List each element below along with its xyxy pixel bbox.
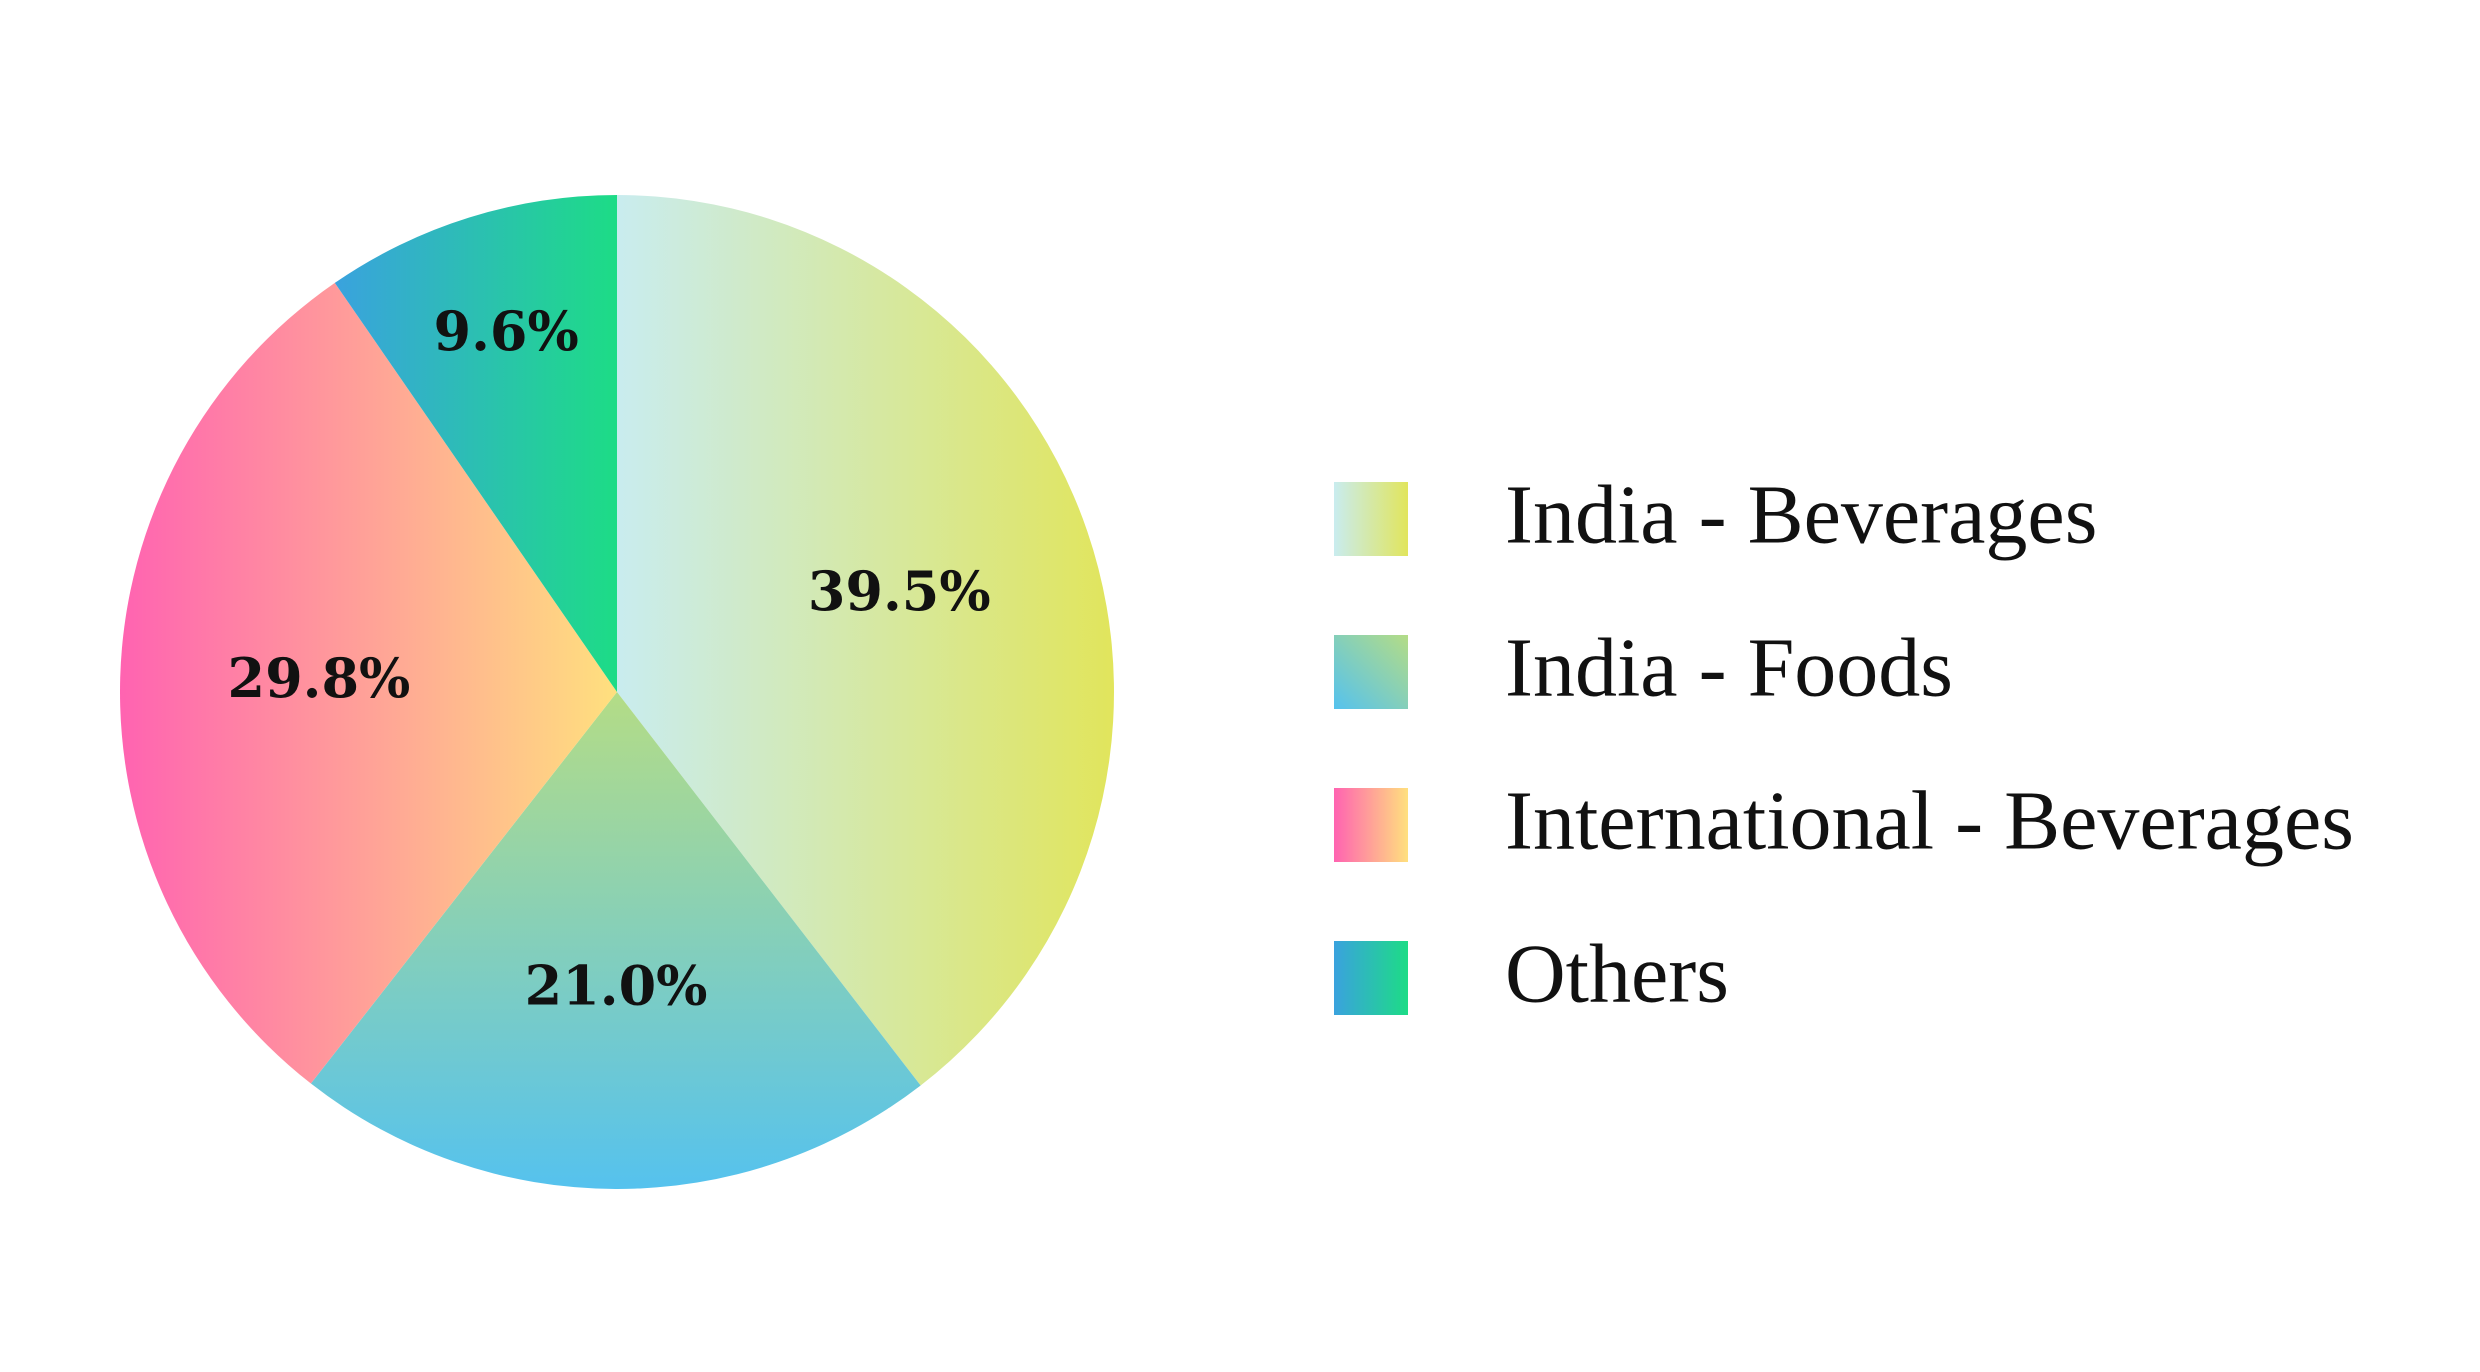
legend-swatch [1334,482,1408,556]
legend-text: International - Beverages [1505,774,2354,867]
value-label: 39.5% [808,559,991,623]
pie-slice [334,195,617,692]
legend-swatch [1334,788,1408,862]
value-label: 21.0% [525,953,708,1017]
pie-slice [120,282,618,1084]
legend-text: India - Beverages [1505,468,2097,561]
pie-slice [617,195,1114,1086]
legend-text: Others [1505,927,1729,1020]
value-label: 29.8% [228,646,411,710]
legend-swatch [1334,635,1408,709]
value-label: 9.6% [434,299,579,363]
pie-slice [310,692,921,1189]
legend-text: India - Foods [1505,621,1953,714]
legend-swatch [1334,941,1408,1015]
